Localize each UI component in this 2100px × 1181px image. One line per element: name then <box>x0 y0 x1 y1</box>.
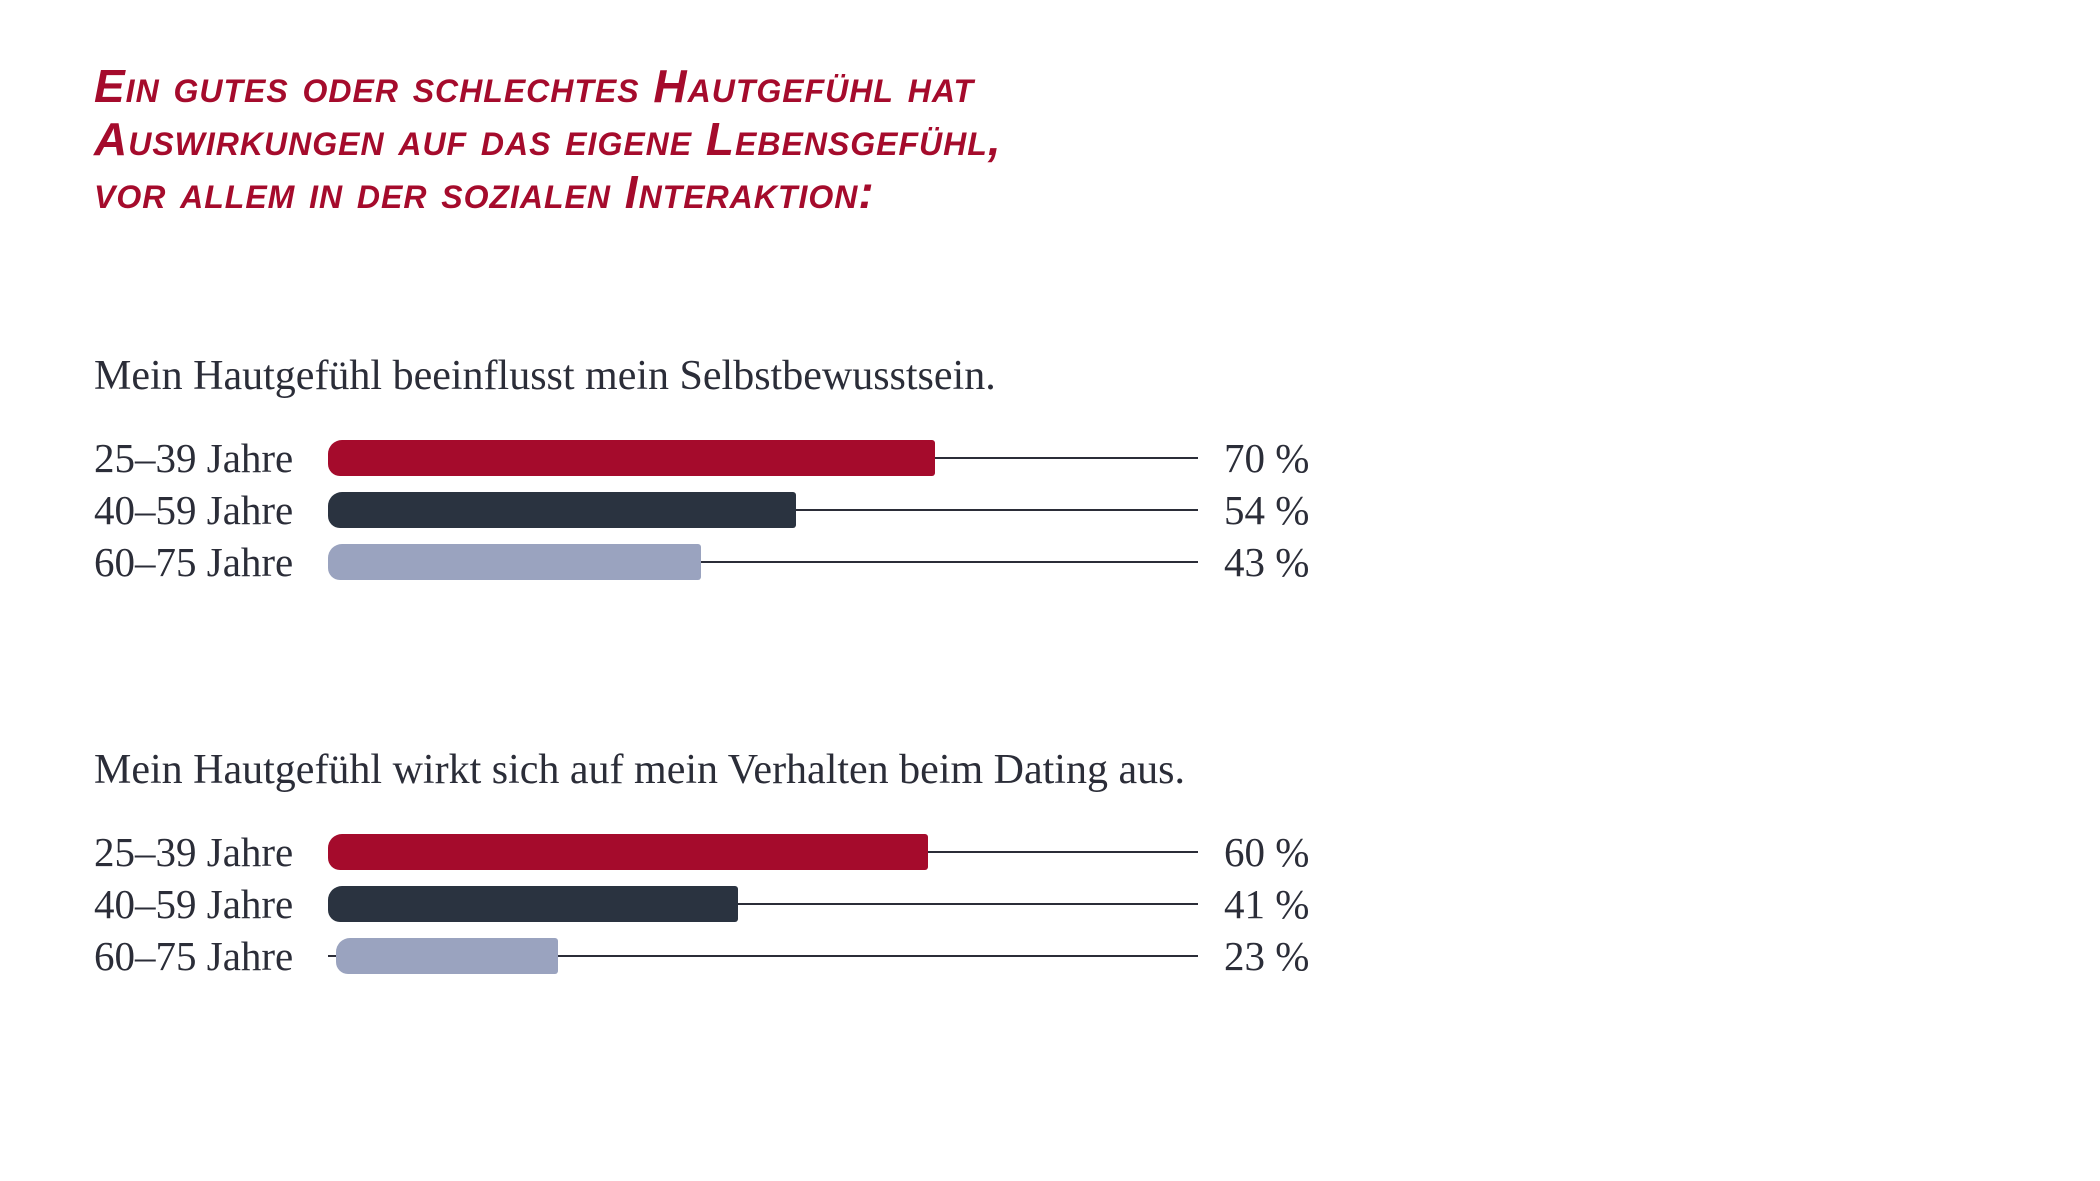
value-label: 43 % <box>1224 539 1310 585</box>
chart-subtitle: Mein Hautgefühl beeinflusst mein Selbstb… <box>94 353 996 399</box>
category-label: 40–59 Jahre <box>94 881 294 927</box>
category-label: 60–75 Jahre <box>94 539 294 585</box>
bar <box>328 544 701 580</box>
bar-row: 40–59 Jahre 54 % <box>0 484 1400 536</box>
bar <box>328 440 935 476</box>
bar <box>328 886 738 922</box>
value-label: 60 % <box>1224 829 1310 875</box>
title-line: Ein gutes oder schlechtes Hautgefühl hat <box>94 60 975 112</box>
bar <box>336 938 558 974</box>
bar <box>328 492 797 528</box>
bar-track-line <box>328 903 1198 905</box>
value-label: 23 % <box>1224 933 1310 979</box>
category-label: 25–39 Jahre <box>94 435 294 481</box>
bar-row: 60–75 Jahre 23 % <box>0 930 1400 982</box>
bar-row: 60–75 Jahre 43 % <box>0 536 1400 588</box>
value-label: 41 % <box>1224 881 1310 927</box>
title-line: vor allem in der sozialen Interaktion: <box>94 166 875 218</box>
category-label: 60–75 Jahre <box>94 933 294 979</box>
bar-track-line <box>328 561 1198 563</box>
bar <box>328 834 928 870</box>
chart-dating: Mein Hautgefühl wirkt sich auf mein Verh… <box>0 746 1400 1006</box>
title-line: Auswirkungen auf das eigene Lebensgefühl… <box>94 113 1002 165</box>
bar-row: 40–59 Jahre 41 % <box>0 878 1400 930</box>
bar-track-line <box>328 955 1198 957</box>
chart-subtitle: Mein Hautgefühl wirkt sich auf mein Verh… <box>94 747 1185 793</box>
page-title: Ein gutes oder schlechtes Hautgefühl hat… <box>94 60 1002 219</box>
bar-row: 25–39 Jahre 70 % <box>0 432 1400 484</box>
bar-row: 25–39 Jahre 60 % <box>0 826 1400 878</box>
chart-selbstbewusstsein: Mein Hautgefühl beeinflusst mein Selbstb… <box>0 352 1400 612</box>
value-label: 70 % <box>1224 435 1310 481</box>
category-label: 40–59 Jahre <box>94 487 294 533</box>
category-label: 25–39 Jahre <box>94 829 294 875</box>
value-label: 54 % <box>1224 487 1310 533</box>
